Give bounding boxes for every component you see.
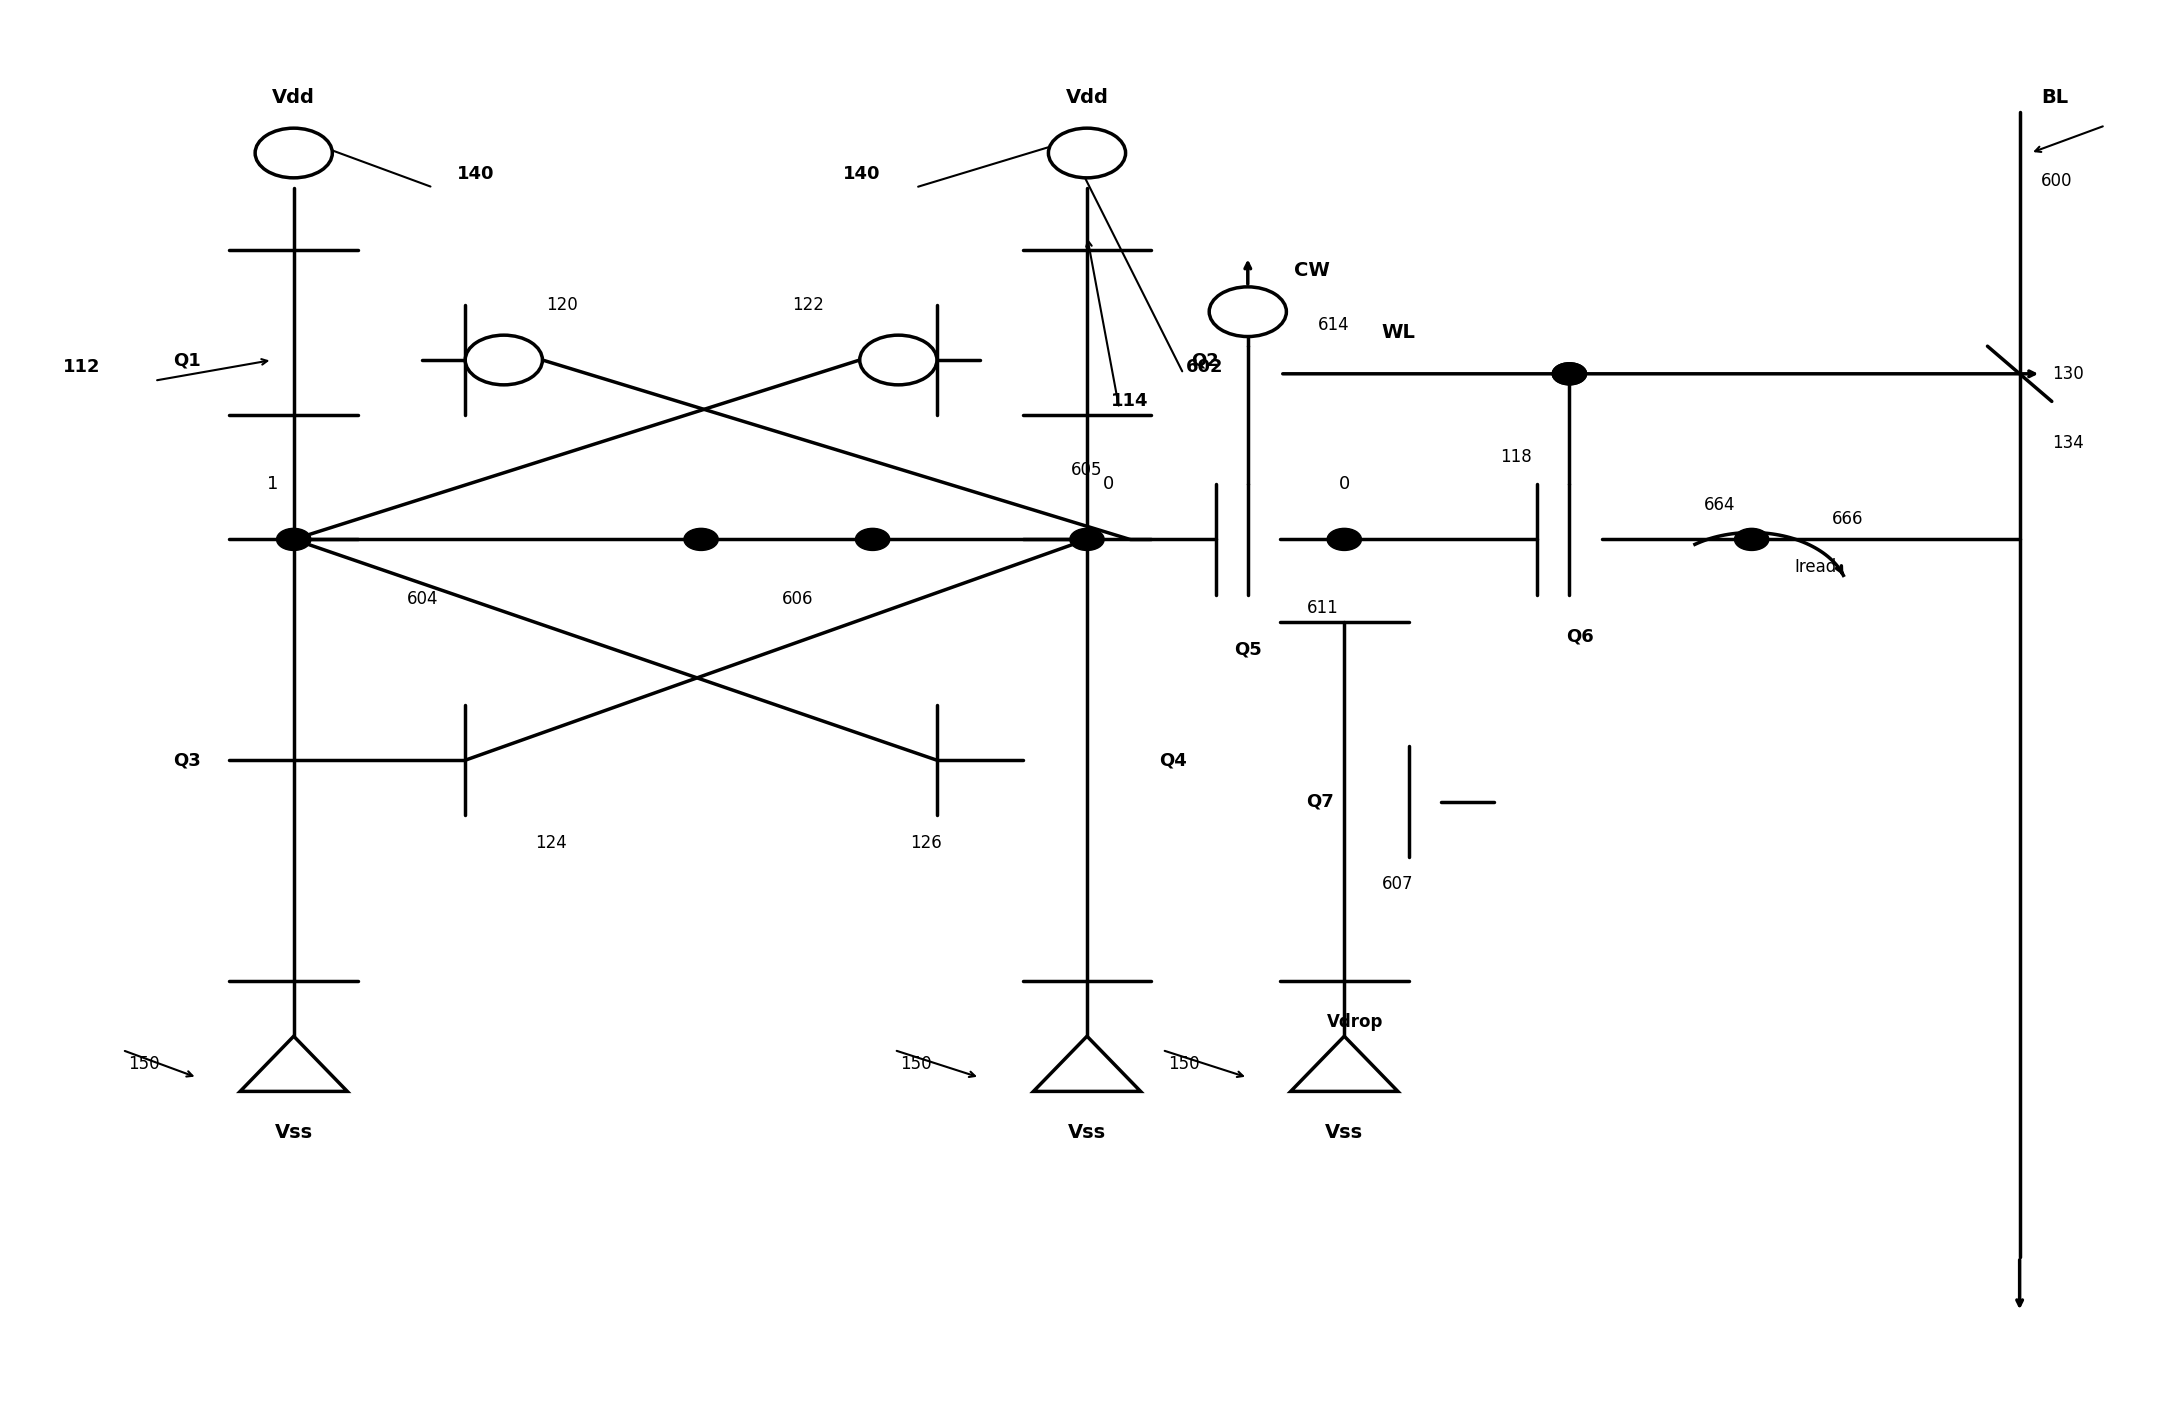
- Text: 614: 614: [1317, 316, 1350, 334]
- Text: Vss: Vss: [1067, 1124, 1107, 1142]
- Circle shape: [1048, 128, 1126, 178]
- Text: 126: 126: [911, 833, 941, 852]
- Text: 602: 602: [1187, 358, 1224, 376]
- Text: Vss: Vss: [274, 1124, 313, 1142]
- Text: Q2: Q2: [1191, 351, 1220, 369]
- Circle shape: [854, 529, 889, 550]
- Text: 607: 607: [1383, 876, 1413, 894]
- Text: 124: 124: [535, 833, 567, 852]
- Text: 130: 130: [2052, 365, 2083, 382]
- Circle shape: [465, 336, 544, 385]
- Circle shape: [859, 336, 937, 385]
- Circle shape: [1326, 529, 1361, 550]
- Circle shape: [254, 128, 333, 178]
- Text: 114: 114: [1111, 392, 1148, 410]
- Circle shape: [685, 529, 717, 550]
- Text: 664: 664: [1704, 496, 1735, 513]
- Text: 120: 120: [546, 296, 578, 314]
- Text: 0: 0: [1339, 475, 1350, 493]
- Text: 604: 604: [407, 589, 439, 608]
- Text: 140: 140: [457, 165, 496, 183]
- Text: 600: 600: [2041, 172, 2072, 189]
- Circle shape: [1070, 529, 1104, 550]
- Circle shape: [1209, 286, 1287, 337]
- Text: 0: 0: [1102, 475, 1113, 493]
- Text: Q6: Q6: [1565, 627, 1594, 644]
- Text: Vdrop: Vdrop: [1326, 1014, 1383, 1031]
- Text: 150: 150: [900, 1055, 930, 1073]
- Text: 606: 606: [783, 589, 813, 608]
- Text: Vdd: Vdd: [272, 89, 315, 107]
- Text: Q3: Q3: [172, 752, 200, 770]
- Text: 1: 1: [267, 475, 278, 493]
- Text: 150: 150: [1167, 1055, 1200, 1073]
- Text: WL: WL: [1380, 323, 1415, 341]
- Text: 666: 666: [1833, 509, 1863, 527]
- Text: 134: 134: [2052, 434, 2083, 451]
- Text: 112: 112: [63, 358, 100, 376]
- Text: Vss: Vss: [1326, 1124, 1363, 1142]
- Text: Q7: Q7: [1307, 792, 1333, 811]
- Text: 611: 611: [1307, 599, 1339, 618]
- Circle shape: [1735, 529, 1770, 550]
- Text: 150: 150: [128, 1055, 159, 1073]
- Text: 605: 605: [1072, 461, 1102, 479]
- Circle shape: [1552, 362, 1587, 385]
- Text: CW: CW: [1294, 261, 1330, 279]
- Text: Vdd: Vdd: [1065, 89, 1109, 107]
- Text: Iread: Iread: [1794, 558, 1837, 577]
- Text: 118: 118: [1500, 447, 1533, 465]
- Text: 122: 122: [791, 296, 824, 314]
- Text: 140: 140: [844, 165, 880, 183]
- Text: Q1: Q1: [172, 351, 200, 369]
- Text: Q5: Q5: [1235, 640, 1261, 658]
- Text: BL: BL: [2041, 89, 2067, 107]
- Circle shape: [1552, 362, 1587, 385]
- Circle shape: [276, 529, 311, 550]
- Text: Q4: Q4: [1159, 752, 1187, 770]
